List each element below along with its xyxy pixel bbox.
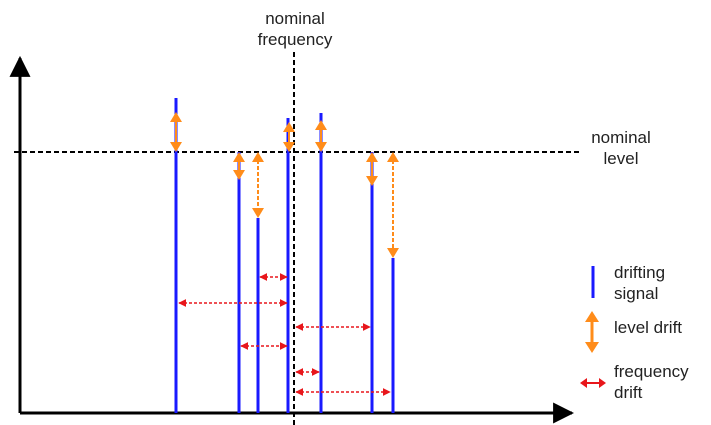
legend-frequency-drift-icon (580, 378, 606, 388)
nominal-level-label-line1: nominal (591, 128, 651, 147)
legend-level-drift-text: level drift (614, 318, 683, 337)
legend-level-drift-label: level drift (614, 317, 682, 338)
legend-signal-label-line2: signal (614, 284, 659, 303)
level-drift-arrows (170, 112, 399, 258)
level-drift-arrow-7 (387, 152, 399, 258)
level-drift-arrow-4 (283, 122, 295, 152)
legend-frequency-drift-line2: drift (614, 383, 643, 402)
signal-lines (174, 98, 395, 413)
legend-frequency-drift-line1: frequency (614, 362, 689, 381)
level-drift-arrow-2 (233, 152, 245, 180)
level-drift-arrow-3 (252, 152, 264, 218)
frequency-drift-arrows (178, 273, 391, 396)
level-drift-arrow-5 (315, 120, 327, 152)
level-drift-arrow-1 (170, 112, 182, 152)
legend-level-drift-icon (585, 311, 599, 353)
legend-signal-label-line1: drifting (614, 263, 666, 282)
nominal-level-label-line2: level (603, 149, 639, 168)
nominal-frequency-label-line2: frequency (257, 30, 333, 49)
nominal-level-label: nominal level (585, 127, 657, 169)
level-drift-arrow-6 (366, 152, 378, 186)
nominal-frequency-label: nominal frequency (240, 8, 350, 50)
nominal-frequency-label-line1: nominal (265, 9, 325, 28)
legend-frequency-drift-label: frequency drift (614, 361, 689, 403)
legend-signal-label: drifting signal (614, 262, 665, 304)
